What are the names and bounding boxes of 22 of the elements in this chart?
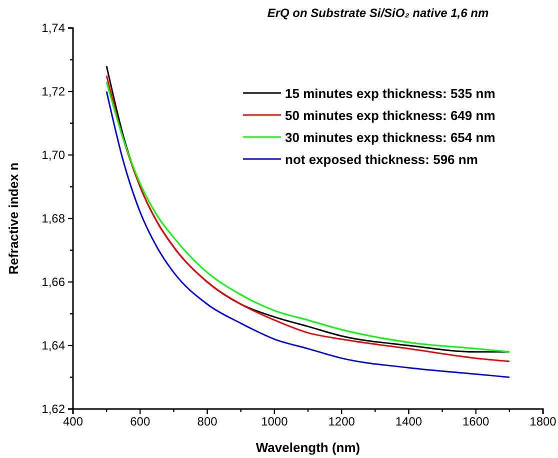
y-tick-label: 1,68 [42,211,66,226]
y-tick-label: 1,66 [42,274,66,289]
x-tick-label: 1800 [530,414,557,429]
x-tick-label: 1600 [462,414,490,429]
x-axis-title: Wavelength (nm) [256,440,360,455]
x-tick-label: 1200 [328,414,356,429]
y-tick-label: 1,70 [42,148,66,162]
chart-title: ErQ on Substrate Si/SiO₂ native 1,6 nm [267,6,489,20]
x-tick-label: 600 [130,414,150,429]
y-tick-label: 1,64 [42,338,66,352]
y-tick-label: 1,74 [42,20,66,35]
y-tick-label: 1,72 [42,84,66,98]
legend-label: 50 minutes exp thickness: 649 nm [285,108,496,123]
legend-label: 15 minutes exp thickness: 535 nm [285,86,496,101]
legend-label: 30 minutes exp thickness: 654 nm [285,130,496,145]
x-tick-label: 400 [62,414,84,429]
y-tick-label: 1,62 [42,402,66,416]
x-tick-label: 1400 [395,414,422,429]
y-axis-title: Refractive index n [6,162,21,274]
x-tick-label: 800 [197,414,218,429]
x-tick-label: 1000 [261,414,288,429]
legend-label: not exposed thickness: 596 nm [285,152,478,167]
